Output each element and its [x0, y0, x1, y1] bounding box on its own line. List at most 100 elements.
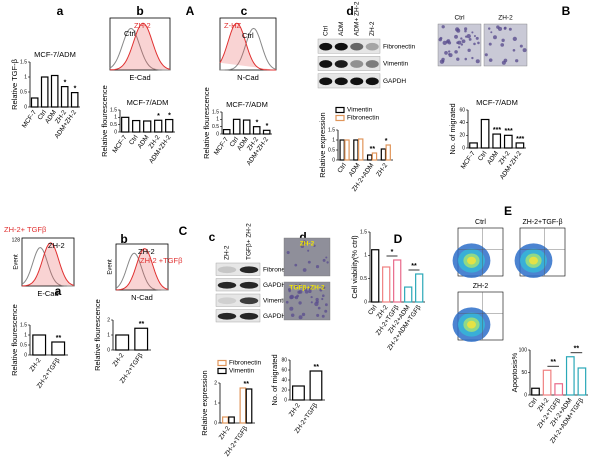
- cell: [302, 268, 307, 272]
- panel-letter: b: [120, 232, 127, 246]
- blot-band: [217, 266, 237, 274]
- cell: [298, 315, 303, 320]
- y-tick-label: 1: [332, 137, 335, 143]
- dot-plot-label: ZH-2+TGF-β: [523, 219, 563, 226]
- flow-curve: [109, 27, 170, 71]
- bar: [40, 76, 49, 108]
- y-tick-label: 1.5: [20, 322, 27, 328]
- cell: [464, 29, 467, 33]
- bar: [232, 118, 241, 135]
- y-axis-label: No. of migrated: [270, 354, 279, 405]
- flow-y-label: Event: [14, 254, 20, 270]
- blot-band: [319, 77, 333, 86]
- y-tick-label: 20: [281, 387, 287, 393]
- cell: [456, 57, 460, 61]
- x-tick-label: MCF-7: [213, 136, 230, 157]
- cell: [522, 48, 527, 53]
- blot-band: [239, 297, 259, 305]
- cell: [467, 48, 471, 52]
- chart-title: MCF-7/ADM: [476, 98, 518, 107]
- bar: [554, 383, 564, 396]
- bar: [542, 369, 552, 396]
- blot-band: [217, 312, 237, 320]
- cell: [475, 59, 480, 64]
- cell: [310, 301, 313, 304]
- bar: [242, 119, 251, 135]
- cell: [477, 41, 480, 45]
- chart-title: MCF-7/ADM: [34, 50, 76, 59]
- cell: [441, 59, 445, 63]
- blot-band: [334, 42, 348, 51]
- significance-label: *: [385, 138, 388, 145]
- bar: [371, 152, 378, 161]
- cell: [322, 294, 325, 298]
- cell: [300, 244, 305, 249]
- y-axis-label: Relative flourescence: [93, 299, 102, 371]
- micrograph: [283, 281, 331, 321]
- blot-strip: [317, 73, 381, 89]
- significance-label: ***: [493, 127, 501, 134]
- bar: [228, 416, 235, 424]
- bar: [115, 334, 130, 351]
- cell: [456, 28, 461, 33]
- chart-title: MCF-7/ADM: [127, 98, 169, 107]
- significance-label: *: [157, 113, 160, 120]
- cell: [461, 39, 466, 44]
- cell: [441, 25, 445, 29]
- cell: [298, 283, 301, 287]
- bar: [252, 126, 261, 135]
- cell: [519, 44, 523, 48]
- blot-band: [239, 312, 259, 320]
- bar: [366, 154, 373, 161]
- cell: [488, 58, 493, 62]
- bar: [492, 133, 502, 149]
- cell: [508, 27, 512, 31]
- blot-strip: [317, 56, 381, 71]
- blot-band: [239, 281, 259, 289]
- panel-letter: c: [209, 230, 216, 244]
- cell: [326, 261, 329, 264]
- y-tick-label: 0: [462, 145, 465, 151]
- cell: [308, 286, 313, 291]
- cell: [290, 313, 295, 318]
- blot-band: [217, 297, 237, 305]
- y-tick-label: 1.5: [328, 127, 335, 133]
- y-tick-label: 1.5: [20, 59, 27, 65]
- y-tick-label: 0: [24, 352, 27, 358]
- significance-label: *: [266, 123, 269, 130]
- y-tick-label: 0: [284, 397, 287, 403]
- x-tick-label: Ctrl: [527, 397, 539, 410]
- cell: [324, 309, 328, 313]
- cell: [308, 289, 312, 294]
- bar: [60, 85, 69, 108]
- significance-label: **: [550, 359, 556, 366]
- micrograph-label: ZH-2: [498, 15, 513, 22]
- y-tick-label: 0: [364, 299, 367, 305]
- significance-label: *: [64, 79, 67, 86]
- bar: [134, 327, 149, 351]
- cell: [324, 303, 328, 307]
- blot-row-label: Vimentin: [383, 61, 409, 68]
- bar: [358, 138, 364, 161]
- y-tick-label: 80: [281, 357, 287, 363]
- x-tick-label: Ctrl: [128, 134, 140, 147]
- panel-letter: A: [186, 4, 195, 18]
- bar: [239, 387, 247, 424]
- bar: [577, 367, 587, 396]
- flow-frame: [219, 17, 277, 71]
- blot-band: [350, 42, 364, 51]
- significance-label: **: [139, 321, 145, 328]
- y-tick-label: 0.5: [360, 276, 367, 282]
- blot-band: [319, 42, 333, 51]
- significance-label: **: [314, 364, 320, 371]
- legend-swatch: [217, 367, 227, 375]
- y-tick-label: 0.5: [212, 124, 219, 130]
- bar: [353, 139, 359, 161]
- blot-band: [365, 42, 379, 51]
- dot-cloud: [467, 320, 476, 329]
- bar: [70, 91, 79, 108]
- blot-band: [334, 60, 348, 68]
- bar: [222, 416, 229, 424]
- flow-y-tick-label: 128: [12, 237, 21, 243]
- bar: [503, 134, 513, 149]
